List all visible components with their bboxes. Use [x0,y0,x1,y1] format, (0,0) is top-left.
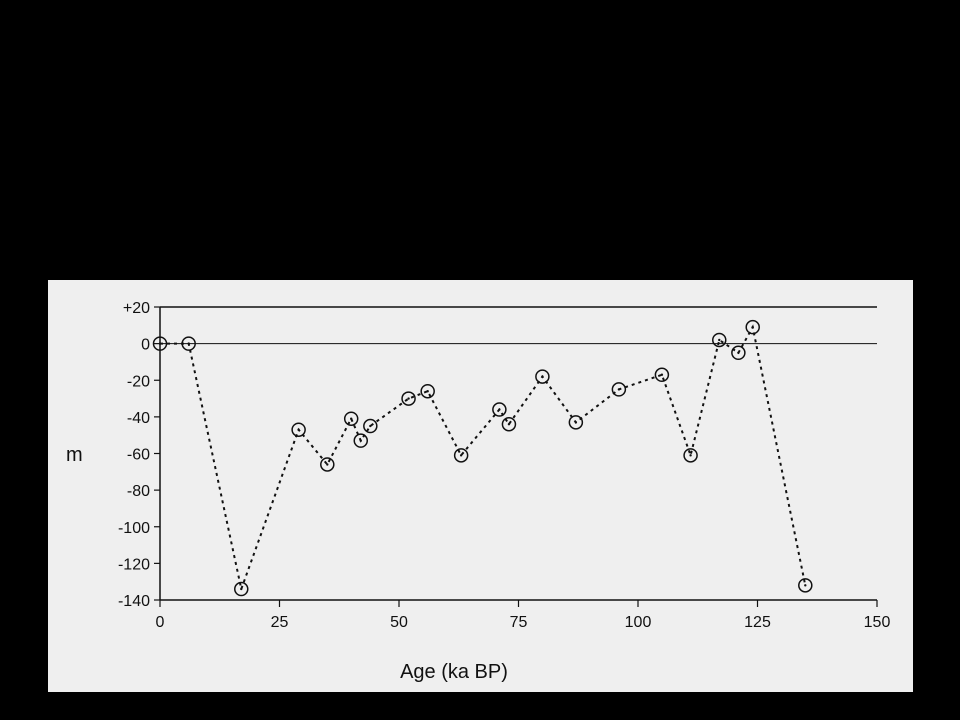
data-point-center-dot [498,408,500,410]
plot-frame [160,307,877,600]
y-tick-label: -60 [127,447,150,464]
data-point-center-dot [460,454,462,456]
data-point-center-dot [159,342,161,344]
data-point-center-dot [661,374,663,376]
y-tick-label: -80 [127,483,150,500]
data-point-center-dot [297,428,299,430]
x-axis-label: Age (ka BP) [400,661,508,683]
data-point-center-dot [575,421,577,423]
y-tick-label: 0 [141,337,150,354]
x-tick-label: 150 [864,614,891,631]
data-point-center-dot [689,454,691,456]
data-point-center-dot [737,352,739,354]
y-tick-label: -120 [118,556,150,573]
y-tick-label: -100 [118,520,150,537]
data-point-center-dot [407,397,409,399]
data-point-center-dot [541,375,543,377]
chart-svg: +20 0 -20 -40 -60 -80 -100 -120 -140 0 25 50 75 100 1… [48,280,913,692]
x-tick-label: 100 [625,614,652,631]
y-tick-label: -20 [127,373,150,390]
data-point-center-dot [360,439,362,441]
chart-figure: +20 0 -20 -40 -60 -80 -100 -120 -140 0 25 50 75 100 1… [48,280,913,692]
data-point-center-dot [187,342,189,344]
x-ticks: 0 25 50 75 100 125 150 [156,600,891,631]
series-dotted-line [160,327,805,589]
y-tick-label: +20 [123,300,150,317]
series-line [160,327,805,589]
x-tick-label: 50 [390,614,408,631]
data-point-center-dot [426,390,428,392]
data-point-center-dot [326,463,328,465]
y-axis-label: m [66,444,83,466]
data-point-center-dot [752,326,754,328]
x-tick-label: 75 [510,614,528,631]
data-point-center-dot [618,388,620,390]
data-point-center-dot [804,584,806,586]
data-point-center-dot [240,588,242,590]
y-tick-label: -40 [127,410,150,427]
y-tick-label: -140 [118,593,150,610]
data-point-center-dot [369,425,371,427]
data-point-center-dot [350,418,352,420]
data-points [154,321,812,596]
data-point-center-dot [508,423,510,425]
x-tick-label: 0 [156,614,165,631]
x-tick-label: 125 [744,614,771,631]
data-point-center-dot [718,339,720,341]
x-tick-label: 25 [271,614,289,631]
